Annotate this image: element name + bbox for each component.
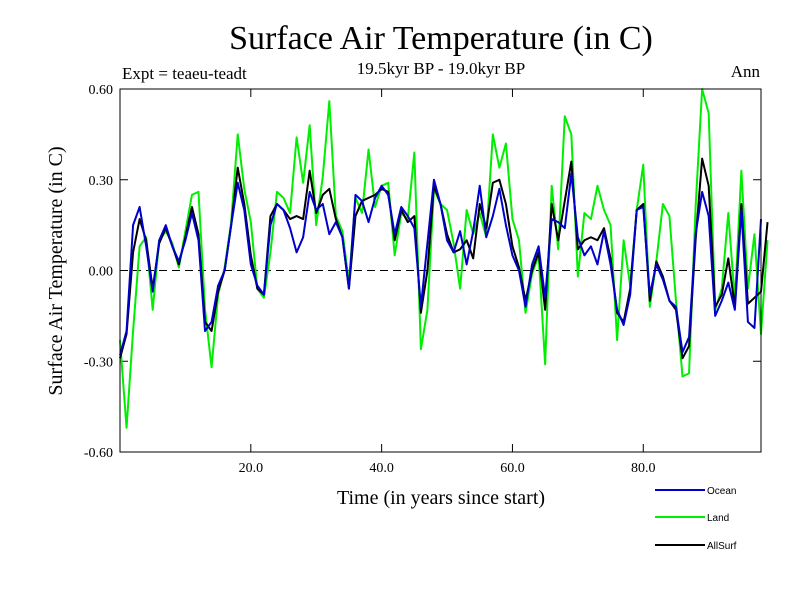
series-line-ocean — [119, 172, 762, 356]
y-axis-label: Surface Air Temperature (in C) — [45, 146, 67, 395]
chart-marks: -0.60 -0.30 0.00 0.30 0.60 20.0 40.0 60.0 80.0 — [84, 83, 769, 476]
x-tick-label: 60.0 — [500, 461, 525, 476]
expt-label: Expt = teaeu-teadt — [122, 64, 247, 83]
season-label: Ann — [731, 62, 761, 81]
x-axis-label: Time (in years since start) — [337, 487, 545, 509]
legend: Ocean Land AllSurf — [655, 486, 737, 552]
x-tick-label: 40.0 — [369, 461, 394, 476]
x-tick-label: 20.0 — [239, 461, 264, 476]
legend-label-ocean: Ocean — [707, 486, 736, 497]
legend-label-land: Land — [707, 513, 729, 524]
y-tick-label: 0.30 — [89, 174, 114, 189]
x-tick-label: 80.0 — [631, 461, 656, 476]
chart-title: Surface Air Temperature (in C) — [229, 20, 653, 57]
y-tick-label: -0.60 — [84, 446, 113, 461]
legend-label-allsurf: AllSurf — [707, 541, 737, 552]
plot-frame — [119, 88, 762, 453]
y-tick-label: 0.00 — [89, 265, 114, 280]
chart-subtitle: 19.5kyr BP - 19.0kyr BP — [357, 59, 525, 78]
y-tick-label: 0.60 — [89, 83, 114, 98]
y-tick-label: -0.30 — [84, 355, 113, 370]
